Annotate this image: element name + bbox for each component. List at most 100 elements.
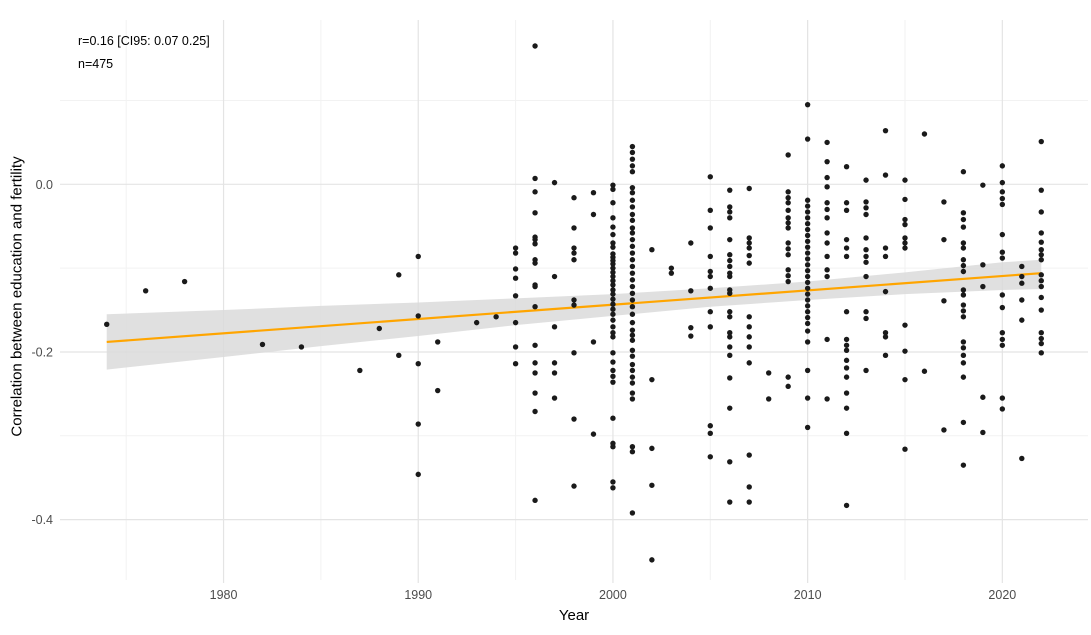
data-point xyxy=(999,163,1006,169)
data-point xyxy=(629,353,636,359)
data-point xyxy=(960,360,967,366)
data-point xyxy=(921,131,928,137)
data-point xyxy=(727,236,733,243)
data-point xyxy=(629,270,636,276)
data-point xyxy=(571,257,577,263)
data-point xyxy=(532,241,538,247)
data-point xyxy=(785,200,791,206)
data-point xyxy=(727,344,733,350)
data-point xyxy=(960,245,967,251)
data-point xyxy=(629,332,636,338)
data-point xyxy=(551,360,558,366)
data-point xyxy=(804,303,811,309)
data-point xyxy=(629,236,636,243)
x-tick-label: 2020 xyxy=(988,588,1016,602)
data-point xyxy=(843,374,850,380)
data-point xyxy=(999,249,1006,255)
data-point xyxy=(610,444,616,450)
data-point xyxy=(804,197,811,203)
data-point xyxy=(1038,283,1044,290)
data-point xyxy=(843,365,850,371)
data-point xyxy=(610,301,616,307)
data-point xyxy=(804,291,811,297)
data-point xyxy=(824,184,830,190)
data-point xyxy=(142,288,149,294)
data-point xyxy=(785,195,791,201)
data-point xyxy=(804,232,811,239)
data-point xyxy=(960,345,967,351)
data-point xyxy=(707,253,713,260)
data-point xyxy=(804,320,811,327)
data-point xyxy=(396,272,402,278)
data-point xyxy=(610,200,616,206)
data-point xyxy=(512,250,519,256)
data-point xyxy=(707,309,713,315)
data-point xyxy=(532,360,538,366)
data-point xyxy=(629,327,636,333)
data-point xyxy=(843,200,850,206)
data-point xyxy=(629,156,636,162)
data-point xyxy=(727,257,733,264)
data-point xyxy=(999,255,1006,261)
data-point xyxy=(804,367,811,374)
data-point xyxy=(1038,209,1044,215)
data-point xyxy=(824,267,830,273)
data-point xyxy=(629,197,636,203)
data-point xyxy=(610,231,616,238)
data-point xyxy=(649,247,655,253)
data-point xyxy=(902,235,908,241)
data-point xyxy=(960,268,967,275)
data-point xyxy=(999,231,1006,238)
data-point xyxy=(960,374,967,380)
data-point xyxy=(785,220,791,226)
data-point xyxy=(882,288,889,295)
data-point xyxy=(999,189,1006,195)
data-point xyxy=(746,245,752,251)
data-point xyxy=(512,361,519,367)
data-point xyxy=(863,235,869,241)
data-point xyxy=(551,179,558,186)
data-point xyxy=(843,405,850,411)
data-point xyxy=(960,169,967,175)
data-point xyxy=(999,406,1006,412)
data-point xyxy=(727,273,733,280)
x-tick-label: 1990 xyxy=(404,588,432,602)
data-point xyxy=(629,396,636,402)
data-point xyxy=(902,446,908,452)
data-point xyxy=(999,195,1006,202)
data-point xyxy=(1038,239,1044,245)
x-tick-label: 2000 xyxy=(599,588,627,602)
data-point xyxy=(1038,335,1044,342)
data-point xyxy=(902,196,908,203)
data-point xyxy=(843,336,850,343)
data-point xyxy=(571,416,577,422)
data-point xyxy=(629,311,636,317)
data-point xyxy=(532,236,538,243)
data-point xyxy=(629,319,636,326)
data-point xyxy=(629,243,636,250)
data-point xyxy=(707,454,713,460)
data-point xyxy=(629,184,636,191)
data-point xyxy=(629,380,636,386)
data-point xyxy=(960,302,967,308)
data-point xyxy=(707,430,713,436)
data-point xyxy=(941,236,947,243)
data-point xyxy=(785,152,791,158)
data-point xyxy=(610,329,616,336)
data-point xyxy=(746,452,752,458)
data-point xyxy=(1019,263,1025,270)
data-point xyxy=(1038,307,1044,313)
data-point xyxy=(707,207,713,213)
data-point xyxy=(804,273,811,280)
data-point xyxy=(629,367,636,374)
data-point xyxy=(804,226,811,233)
data-point xyxy=(902,240,908,246)
data-point xyxy=(668,270,675,276)
data-point xyxy=(629,283,636,290)
data-point xyxy=(980,394,986,400)
data-point xyxy=(746,499,752,505)
data-point xyxy=(610,215,616,221)
data-point xyxy=(1038,230,1044,236)
data-point xyxy=(882,245,889,251)
data-point xyxy=(590,211,597,218)
